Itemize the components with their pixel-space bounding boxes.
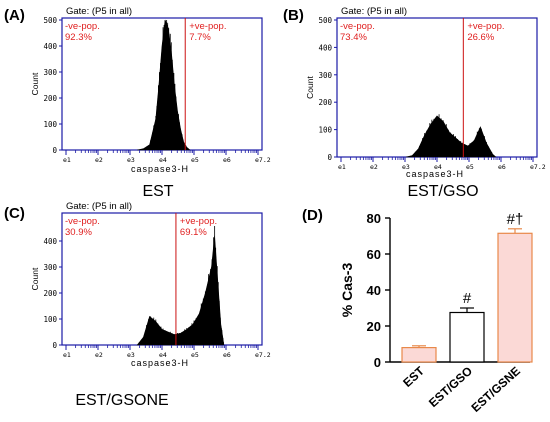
y-tick-label: 300 bbox=[43, 263, 57, 272]
histogram-panel-1: (A) Gate: (P5 in all) -ve-pop.92.3% +ve-pop… bbox=[4, 6, 271, 200]
x-tick-label: e4 bbox=[159, 156, 167, 164]
x-axis-label: caspase3-H bbox=[406, 169, 464, 179]
panel-caption: EST/GSO bbox=[407, 183, 478, 200]
x-tick-label: e2 bbox=[95, 351, 103, 359]
x-tick-label: e7.2 bbox=[255, 351, 271, 359]
x-tick-label: e2 bbox=[95, 156, 103, 164]
negative-pop-value: 73.4% bbox=[340, 32, 367, 43]
y-tick-label: 0 bbox=[374, 355, 381, 370]
gate-label: Gate: (P5 in all) bbox=[66, 201, 132, 212]
panel-caption: EST bbox=[142, 183, 173, 200]
category-label: EST/GSO bbox=[426, 364, 475, 410]
negative-pop-label: -ve-pop. bbox=[340, 21, 375, 32]
y-tick-label: 500 bbox=[43, 16, 57, 25]
x-tick-label: e3 bbox=[127, 156, 135, 164]
y-tick-label: 100 bbox=[43, 315, 57, 324]
histogram-spikes bbox=[137, 20, 190, 150]
panel-letter: (C) bbox=[4, 205, 25, 222]
gate-label: Gate: (P5 in all) bbox=[341, 6, 407, 17]
histogram-panel-3: (C) Gate: (P5 in all) -ve-pop.30.9% +ve-pop… bbox=[4, 201, 271, 409]
significance-marker: # bbox=[463, 290, 472, 307]
y-tick-label: 200 bbox=[43, 289, 57, 298]
positive-pop-value: 69.1% bbox=[180, 227, 207, 238]
y-tick-label: 80 bbox=[367, 211, 381, 226]
y-tick-label: 200 bbox=[43, 94, 57, 103]
positive-pop-value: 7.7% bbox=[189, 32, 211, 43]
y-tick-label: 200 bbox=[318, 98, 332, 107]
positive-pop-value: 26.6% bbox=[467, 32, 494, 43]
x-tick-label: e4 bbox=[434, 163, 442, 171]
y-tick-label: 0 bbox=[52, 146, 57, 155]
x-tick-label: e6 bbox=[498, 163, 506, 171]
x-tick-label: e5 bbox=[191, 351, 199, 359]
panel-letter: (D) bbox=[302, 207, 323, 224]
x-axis-label: caspase3-H bbox=[131, 358, 189, 368]
y-tick-label: 0 bbox=[327, 153, 332, 162]
significance-marker: #† bbox=[507, 211, 524, 228]
y-tick-label: 400 bbox=[43, 237, 57, 246]
x-tick-label: e7.2 bbox=[530, 163, 546, 171]
x-tick-label: e5 bbox=[466, 163, 474, 171]
x-tick-label: e4 bbox=[159, 351, 167, 359]
x-tick-label: e6 bbox=[223, 351, 231, 359]
histogram-spikes bbox=[406, 114, 496, 157]
x-tick-label: e1 bbox=[63, 351, 71, 359]
x-tick-label: e3 bbox=[402, 163, 410, 171]
bar-chart-panel: (D) 0 20 40 60 80 % Cas-3 EST # EST/GSO #† EST/GSNE bbox=[302, 207, 533, 415]
negative-pop-value: 30.9% bbox=[65, 227, 92, 238]
positive-pop-label: +ve-pop. bbox=[467, 21, 504, 32]
bar-2 bbox=[449, 311, 485, 363]
y-axis-label: Count bbox=[30, 72, 40, 95]
histogram-panel-2: (B) Gate: (P5 in all) -ve-pop.73.4% +ve-pop… bbox=[283, 6, 546, 200]
bar-3 bbox=[497, 232, 533, 363]
y-tick-label: 60 bbox=[367, 247, 381, 262]
panel-letter: (B) bbox=[283, 7, 304, 24]
x-tick-label: e3 bbox=[127, 351, 135, 359]
y-tick-label: 0 bbox=[52, 341, 57, 350]
plot-frame bbox=[61, 212, 263, 346]
x-tick-label: e6 bbox=[223, 156, 231, 164]
y-tick-label: 20 bbox=[367, 319, 381, 334]
x-tick-label: e7.2 bbox=[255, 156, 271, 164]
y-axis-label: % Cas-3 bbox=[339, 263, 355, 318]
y-tick-label: 300 bbox=[318, 71, 332, 80]
positive-pop-label: +ve-pop. bbox=[189, 21, 226, 32]
y-tick-label: 100 bbox=[43, 120, 57, 129]
panel-caption: EST/GSONE bbox=[75, 392, 168, 409]
y-tick-label: 500 bbox=[318, 16, 332, 25]
category-label: EST/GSNE bbox=[469, 364, 523, 415]
panel-letter: (A) bbox=[4, 7, 25, 24]
y-tick-label: 300 bbox=[43, 68, 57, 77]
negative-pop-label: -ve-pop. bbox=[65, 216, 100, 227]
y-tick-label: 400 bbox=[318, 43, 332, 52]
x-tick-label: e2 bbox=[370, 163, 378, 171]
bar-1 bbox=[401, 347, 437, 363]
x-tick-label: e1 bbox=[338, 163, 346, 171]
x-tick-label: e5 bbox=[191, 156, 199, 164]
x-axis-label: caspase3-H bbox=[131, 164, 189, 174]
gate-label: Gate: (P5 in all) bbox=[66, 6, 132, 17]
negative-pop-value: 92.3% bbox=[65, 32, 92, 43]
x-tick-label: e1 bbox=[63, 156, 71, 164]
positive-pop-label: +ve-pop. bbox=[180, 216, 217, 227]
histogram-spikes bbox=[137, 225, 224, 345]
y-tick-label: 400 bbox=[43, 42, 57, 51]
negative-pop-label: -ve-pop. bbox=[65, 21, 100, 32]
y-axis-label: Count bbox=[30, 267, 40, 290]
y-tick-label: 40 bbox=[367, 283, 381, 298]
category-label: EST bbox=[400, 363, 427, 389]
y-axis-label: Count bbox=[305, 76, 315, 99]
y-tick-label: 100 bbox=[318, 126, 332, 135]
